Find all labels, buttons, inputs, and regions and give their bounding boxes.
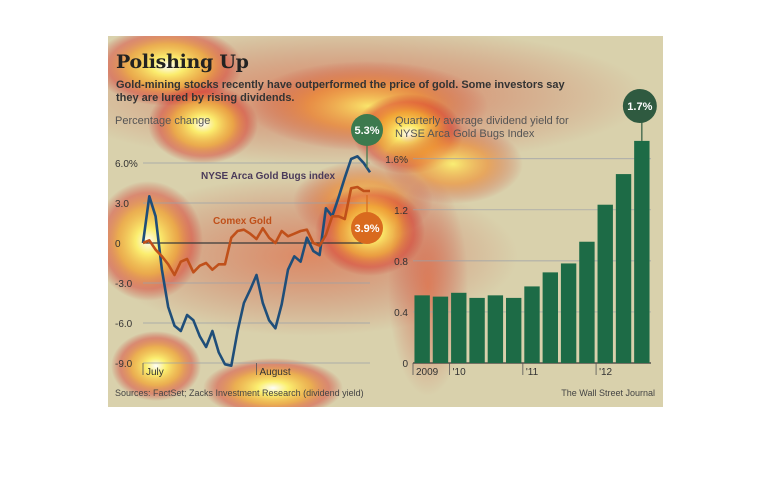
dividend-bar (597, 204, 613, 363)
publisher-credit: The Wall Street Journal (561, 388, 655, 398)
left-x-tick-label: August (260, 367, 291, 378)
right-x-tick-label: '12 (599, 367, 612, 378)
gold-bugs-series-label: NYSE Arca Gold Bugs index (201, 171, 336, 182)
dividend-bar (432, 296, 449, 363)
comex-gold-line (142, 185, 370, 277)
right-y-tick-label: 1.6% (385, 155, 408, 166)
comex-gold-series-label: Comex Gold (213, 216, 272, 227)
chart-subtitle: Gold-mining stocks recently have outperf… (116, 79, 565, 104)
dividend-bar (469, 297, 485, 363)
chart-canvas: 6.0% 3.0 0 -3.0 -6.0 -9.0 July August NYSE Arca … (115, 89, 657, 378)
dividend-bar (487, 295, 504, 363)
gold-callout-value: 3.9% (354, 223, 379, 235)
left-y-tick-label: 6.0% (115, 159, 138, 170)
left-y-tick-label: -3.0 (115, 279, 133, 290)
right-y-tick-label: 0.8 (394, 257, 408, 268)
dividend-callout-bubble (622, 89, 657, 123)
right-x-tick-label: 2009 (416, 367, 439, 378)
dividend-bar (414, 295, 430, 363)
right-y-tick-label: 0.4 (394, 308, 408, 319)
dividend-bar (615, 174, 632, 363)
chart-title: Polishing Up (116, 51, 249, 73)
dividend-bar (542, 272, 558, 363)
right-x-tick-label: '10 (453, 367, 466, 378)
right-panel-title: Quarterly average dividend yield for NYS… (395, 115, 569, 140)
chart-figure: Polishing Up Gold-mining stocks recently… (108, 36, 663, 407)
right-y-tick-label: 1.2 (394, 206, 408, 217)
dividend-bar (524, 286, 540, 363)
left-x-tick-label: July (146, 367, 164, 378)
bugs-callout-value: 5.3% (354, 125, 379, 137)
sources-note: Sources: FactSet; Zacks Investment Resea… (115, 388, 364, 398)
dividend-bar (506, 297, 522, 363)
left-y-tick-label: -9.0 (115, 359, 133, 370)
dividend-bar (560, 263, 577, 363)
dividend-bar (579, 241, 595, 363)
dividend-callout-value: 1.7% (627, 101, 652, 113)
left-y-tick-label: 3.0 (115, 199, 129, 210)
left-y-tick-label: -6.0 (115, 319, 133, 330)
right-y-tick-label: 0 (402, 359, 408, 370)
right-x-tick-label: '11 (526, 367, 539, 378)
left-y-tick-label: 0 (115, 239, 121, 250)
dividend-bar (451, 292, 467, 363)
bugs-callout-bubble (351, 114, 383, 146)
left-panel-axis-label: Percentage change (115, 115, 211, 127)
dividend-bar (634, 140, 650, 363)
gold-callout-bubble (351, 212, 383, 244)
gold-bugs-index-line (141, 155, 372, 368)
